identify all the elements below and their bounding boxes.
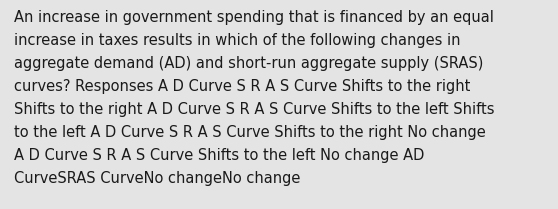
Text: increase in taxes results in which of the following changes in: increase in taxes results in which of th… — [14, 33, 460, 48]
Text: to the left A D Curve S R A S Curve Shifts to the right No change: to the left A D Curve S R A S Curve Shif… — [14, 125, 486, 140]
Text: CurveSRAS CurveNo changeNo change: CurveSRAS CurveNo changeNo change — [14, 171, 300, 186]
Text: Shifts to the right A D Curve S R A S Curve Shifts to the left Shifts: Shifts to the right A D Curve S R A S Cu… — [14, 102, 494, 117]
Text: An increase in government spending that is financed by an equal: An increase in government spending that … — [14, 10, 494, 25]
Text: curves? Responses A D Curve S R A S Curve Shifts to the right: curves? Responses A D Curve S R A S Curv… — [14, 79, 470, 94]
Text: aggregate demand (AD) and short-run aggregate supply (SRAS): aggregate demand (AD) and short-run aggr… — [14, 56, 483, 71]
Text: A D Curve S R A S Curve Shifts to the left No change AD: A D Curve S R A S Curve Shifts to the le… — [14, 148, 425, 163]
